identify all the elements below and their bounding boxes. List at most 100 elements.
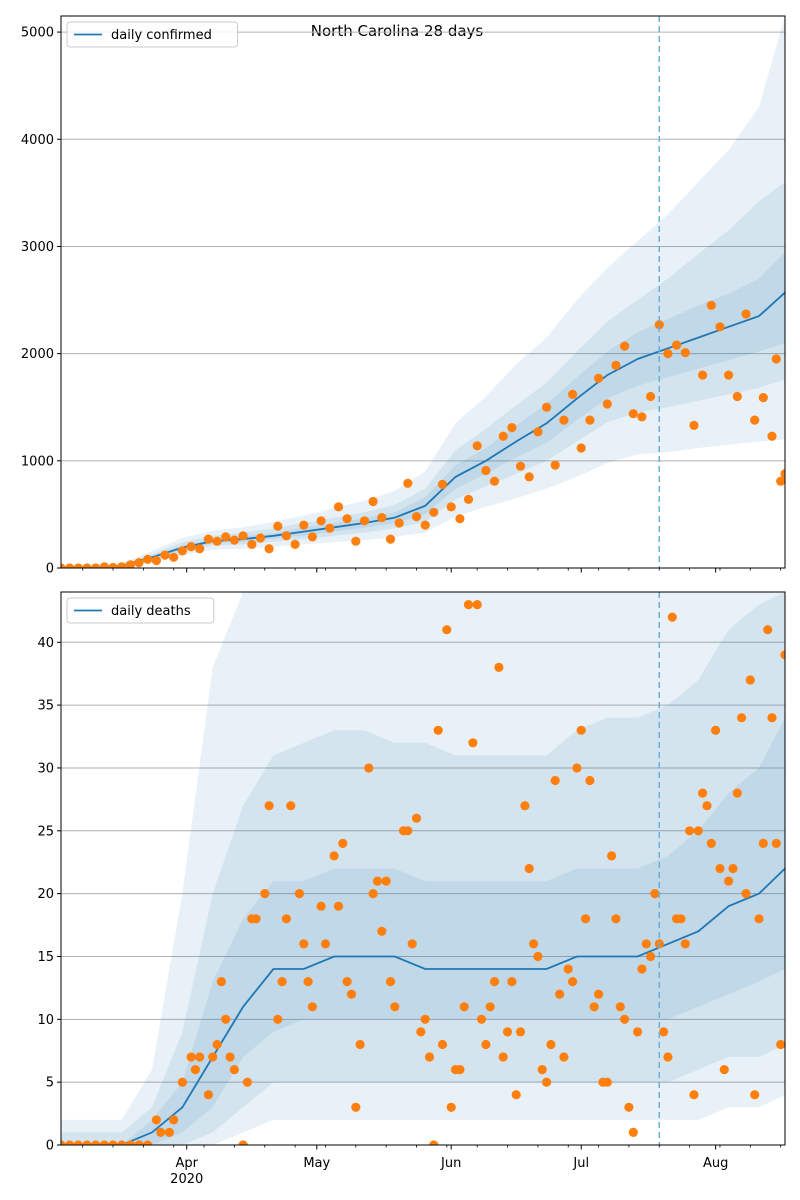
data-point bbox=[585, 415, 595, 425]
data-point bbox=[498, 431, 508, 441]
data-point bbox=[316, 516, 326, 526]
data-point bbox=[277, 977, 287, 987]
data-point bbox=[646, 951, 656, 962]
data-point bbox=[333, 502, 344, 512]
data-point bbox=[750, 1090, 760, 1100]
data-point bbox=[489, 977, 500, 987]
data-point bbox=[368, 889, 378, 899]
data-point bbox=[659, 1027, 669, 1037]
y-tick-label: 5000 bbox=[21, 26, 54, 41]
data-point bbox=[615, 1002, 625, 1012]
data-point bbox=[654, 320, 664, 330]
data-point bbox=[264, 801, 274, 811]
legend: daily confirmed bbox=[66, 21, 238, 48]
data-point bbox=[238, 531, 248, 541]
data-point bbox=[203, 1090, 213, 1100]
data-point bbox=[342, 977, 352, 987]
data-point bbox=[446, 502, 456, 512]
data-point bbox=[403, 826, 413, 836]
data-point bbox=[91, 1140, 101, 1145]
data-point bbox=[568, 389, 578, 399]
data-point bbox=[73, 1140, 83, 1145]
data-point bbox=[706, 300, 716, 310]
data-point bbox=[151, 555, 161, 566]
data-point bbox=[494, 662, 504, 673]
data-point bbox=[307, 532, 317, 542]
uncertainty-band bbox=[61, 717, 785, 1145]
data-point bbox=[542, 1077, 552, 1087]
data-point bbox=[620, 1014, 630, 1024]
data-point bbox=[663, 1052, 673, 1062]
data-point bbox=[351, 1102, 361, 1112]
data-point bbox=[411, 813, 422, 823]
data-point bbox=[463, 600, 474, 610]
data-point bbox=[780, 650, 785, 660]
data-point bbox=[542, 402, 552, 412]
data-point bbox=[73, 563, 83, 568]
x-tick-label: Aug bbox=[703, 1156, 728, 1171]
data-point bbox=[724, 370, 734, 380]
data-point bbox=[711, 725, 721, 735]
legend: daily deaths bbox=[66, 597, 215, 624]
data-point bbox=[485, 1002, 495, 1012]
data-point bbox=[186, 542, 196, 552]
data-point bbox=[758, 393, 768, 403]
data-point bbox=[502, 1027, 513, 1037]
data-point bbox=[563, 964, 573, 974]
data-point bbox=[320, 939, 331, 949]
data-point bbox=[550, 775, 560, 786]
data-point bbox=[698, 370, 708, 380]
y-tick-label: 30 bbox=[37, 761, 54, 776]
data-point bbox=[390, 1002, 400, 1012]
uncertainty-band bbox=[61, 16, 785, 568]
data-point bbox=[117, 562, 127, 568]
data-point bbox=[667, 612, 677, 622]
data-point bbox=[515, 1027, 526, 1037]
data-point bbox=[372, 876, 383, 886]
data-point bbox=[420, 520, 430, 530]
data-point bbox=[273, 1014, 283, 1024]
data-point bbox=[672, 340, 682, 350]
data-point bbox=[637, 964, 647, 974]
legend-box bbox=[66, 597, 215, 624]
data-point bbox=[728, 863, 738, 874]
data-point bbox=[65, 1140, 75, 1145]
data-point bbox=[533, 427, 543, 437]
data-point bbox=[689, 420, 699, 430]
uncertainty-band bbox=[61, 592, 785, 1145]
data-point bbox=[550, 460, 560, 470]
legend-label: daily deaths bbox=[111, 604, 191, 619]
data-point bbox=[307, 1002, 317, 1012]
data-point bbox=[99, 562, 109, 568]
data-point bbox=[429, 1140, 439, 1145]
data-point bbox=[333, 901, 344, 911]
data-point bbox=[325, 523, 335, 533]
data-point bbox=[208, 1052, 218, 1062]
data-point bbox=[385, 977, 396, 987]
data-point bbox=[359, 516, 370, 526]
data-point bbox=[568, 977, 578, 987]
data-point bbox=[715, 863, 725, 874]
data-point bbox=[273, 521, 283, 531]
data-point bbox=[628, 1127, 638, 1137]
data-point bbox=[455, 514, 465, 524]
data-point bbox=[177, 546, 187, 556]
data-point bbox=[706, 838, 716, 849]
data-point bbox=[355, 1039, 365, 1050]
data-point bbox=[767, 713, 777, 723]
data-point bbox=[169, 552, 179, 562]
data-point bbox=[117, 1140, 127, 1145]
data-point bbox=[82, 1140, 92, 1145]
data-point bbox=[407, 939, 417, 949]
data-point bbox=[581, 914, 591, 924]
data-point bbox=[559, 1052, 569, 1062]
data-point bbox=[212, 536, 222, 546]
data-point bbox=[177, 1077, 187, 1087]
y-tick-label: 35 bbox=[37, 699, 54, 714]
data-point bbox=[247, 539, 257, 550]
data-point bbox=[316, 901, 326, 911]
data-point bbox=[529, 939, 539, 949]
y-tick-label: 20 bbox=[37, 887, 54, 902]
data-point bbox=[515, 461, 526, 471]
data-point bbox=[732, 391, 742, 402]
